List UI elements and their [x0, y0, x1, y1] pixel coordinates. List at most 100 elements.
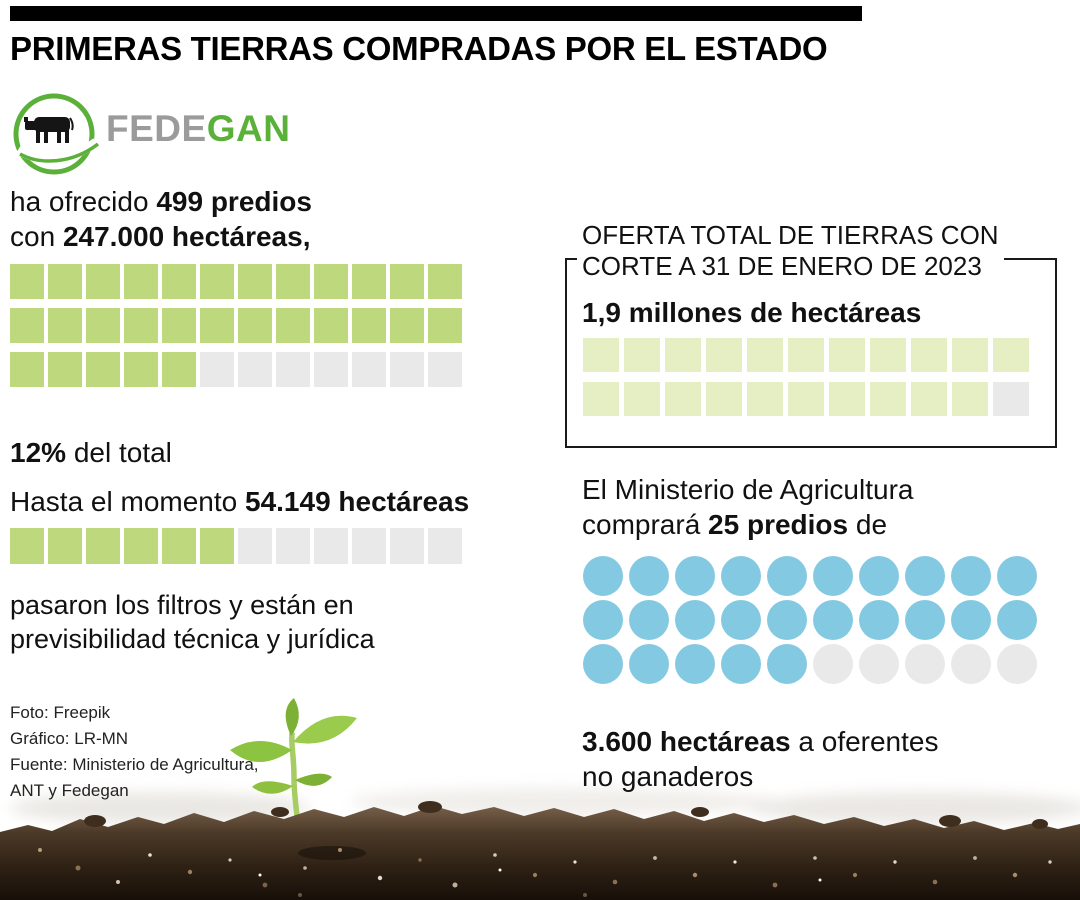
cell-filled	[314, 308, 348, 343]
offered-value-hectareas: 247.000 hectáreas,	[62, 221, 311, 252]
dot-filled	[951, 556, 991, 596]
cell-filled	[583, 382, 619, 416]
cell-filled	[428, 264, 462, 299]
cell-filled	[665, 338, 701, 372]
cell-filled	[993, 338, 1029, 372]
cell-filled	[86, 308, 120, 343]
waffle-oferta-total	[583, 338, 1029, 416]
offered-pre2: con	[10, 221, 63, 252]
cell-filled	[788, 338, 824, 372]
credit-graphic: Gráfico: LR-MN	[10, 729, 129, 748]
cell-filled	[829, 382, 865, 416]
hectareas-rest: a oferentes	[790, 726, 939, 757]
cell-empty	[352, 352, 386, 387]
cell-filled	[788, 382, 824, 416]
cell-filled	[48, 264, 82, 299]
hasta-pre: Hasta el momento	[10, 486, 245, 517]
cell-empty	[390, 352, 424, 387]
cell-filled	[10, 264, 44, 299]
waffle-row	[10, 352, 462, 387]
cell-filled	[952, 338, 988, 372]
oferta-box-value: 1,9 millones de hectáreas	[582, 297, 922, 328]
cell-empty	[276, 528, 310, 564]
waffle-row	[583, 644, 1037, 684]
cell-empty	[200, 352, 234, 387]
waffle-predios-ofrecidos	[10, 264, 462, 387]
cell-filled	[747, 382, 783, 416]
dot-filled	[675, 556, 715, 596]
ministerio-post: de	[848, 509, 888, 540]
ministerio-pre: comprará	[582, 509, 709, 540]
cell-filled	[352, 264, 386, 299]
cell-filled	[276, 264, 310, 299]
dot-filled	[951, 600, 991, 640]
dot-filled	[905, 556, 945, 596]
cell-filled	[48, 308, 82, 343]
cell-filled	[870, 338, 906, 372]
fedegan-logo: FEDEGAN	[10, 90, 430, 182]
cell-filled	[952, 382, 988, 416]
dot-empty	[813, 644, 853, 684]
cell-empty	[390, 528, 424, 564]
dot-filled	[813, 556, 853, 596]
dot-filled	[629, 644, 669, 684]
credits: Foto: Freepik Gráfico: LR-MN Fuente: Min…	[10, 700, 259, 804]
waffle-row	[10, 528, 462, 564]
dot-filled	[767, 556, 807, 596]
cell-filled	[583, 338, 619, 372]
cell-filled	[314, 264, 348, 299]
percent-rest: del total	[66, 437, 172, 468]
dot-empty	[997, 644, 1037, 684]
logo-swoosh-white	[15, 138, 99, 163]
cell-filled	[706, 382, 742, 416]
percent-value: 12%	[10, 437, 67, 468]
cell-filled	[162, 264, 196, 299]
oferta-box-title-line1: OFERTA TOTAL DE TIERRAS CON	[582, 220, 999, 250]
fedegan-wordmark: FEDEGAN	[106, 108, 290, 150]
cell-filled	[86, 352, 120, 387]
background-haze	[10, 788, 1080, 824]
dot-empty	[905, 644, 945, 684]
cow-silhouette	[24, 117, 74, 143]
waffle-row	[583, 556, 1037, 596]
hasta-text: Hasta el momento 54.149 hectáreas	[10, 486, 469, 518]
dot-filled	[675, 644, 715, 684]
logo-text-gan: GAN	[206, 108, 291, 149]
cell-filled	[48, 528, 82, 564]
filters-text: pasaron los filtros y están en previsibil…	[10, 588, 375, 656]
waffle-row	[583, 600, 1037, 640]
ministerio-text: El Ministerio de Agricultura comprará 25 …	[582, 472, 913, 542]
cell-filled	[276, 308, 310, 343]
cell-empty	[314, 528, 348, 564]
cell-filled	[200, 264, 234, 299]
waffle-row	[583, 382, 1029, 416]
cell-filled	[870, 382, 906, 416]
cell-filled	[665, 382, 701, 416]
soil-clumps	[84, 801, 1048, 829]
dot-filled	[997, 600, 1037, 640]
dots-predios-comprados	[583, 556, 1037, 684]
cell-empty	[238, 528, 272, 564]
seedling-photo	[0, 698, 1080, 900]
waffle-row	[583, 338, 1029, 372]
filters-line1: pasaron los filtros y están en	[10, 590, 354, 620]
oferta-box-title-line2: CORTE A 31 DE ENERO DE 2023	[582, 251, 982, 281]
cell-filled	[162, 352, 196, 387]
percent-text: 12% del total	[10, 437, 172, 469]
dot-filled	[767, 644, 807, 684]
dot-filled	[629, 600, 669, 640]
cell-filled	[10, 528, 44, 564]
dot-filled	[721, 600, 761, 640]
fedegan-cow-icon	[13, 93, 100, 175]
dot-filled	[767, 600, 807, 640]
cell-empty	[428, 352, 462, 387]
cell-filled	[86, 264, 120, 299]
dot-filled	[859, 556, 899, 596]
cell-empty	[993, 382, 1029, 416]
cell-filled	[86, 528, 120, 564]
hectareas-value: 3.600 hectáreas	[582, 726, 791, 757]
dot-filled	[813, 600, 853, 640]
cell-filled	[162, 528, 196, 564]
cell-filled	[10, 352, 44, 387]
cell-filled	[829, 338, 865, 372]
